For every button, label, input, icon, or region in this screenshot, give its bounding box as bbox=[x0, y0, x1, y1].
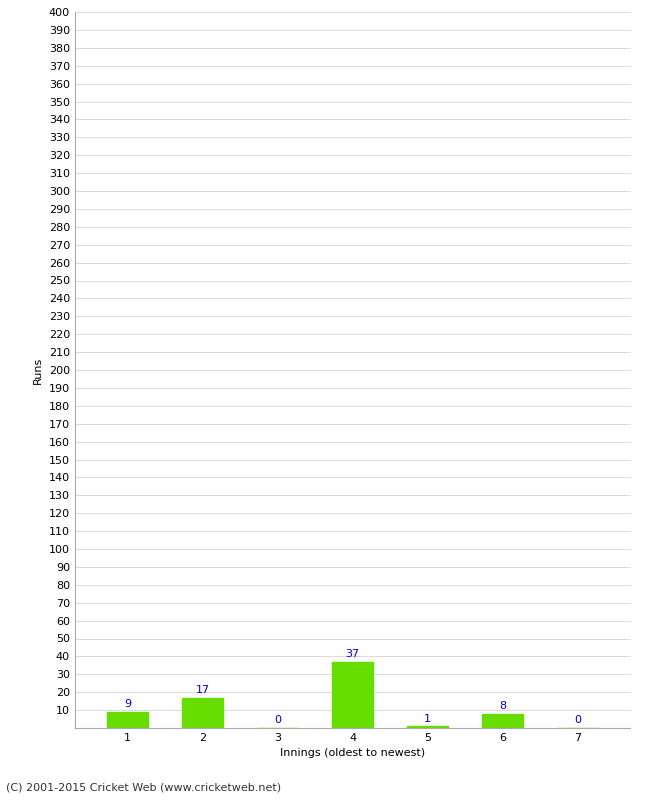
Bar bbox=[482, 714, 523, 728]
Text: 37: 37 bbox=[346, 649, 359, 659]
Text: 1: 1 bbox=[424, 714, 431, 723]
Text: (C) 2001-2015 Cricket Web (www.cricketweb.net): (C) 2001-2015 Cricket Web (www.cricketwe… bbox=[6, 782, 281, 792]
Bar bbox=[107, 712, 148, 728]
Text: 9: 9 bbox=[124, 699, 131, 710]
Text: 8: 8 bbox=[499, 701, 506, 711]
Text: 0: 0 bbox=[575, 715, 582, 726]
Y-axis label: Runs: Runs bbox=[33, 356, 43, 384]
Bar bbox=[332, 662, 373, 728]
Text: 17: 17 bbox=[196, 685, 209, 695]
X-axis label: Innings (oldest to newest): Innings (oldest to newest) bbox=[280, 749, 425, 758]
Bar bbox=[182, 698, 223, 728]
Bar bbox=[407, 726, 448, 728]
Text: 0: 0 bbox=[274, 715, 281, 726]
